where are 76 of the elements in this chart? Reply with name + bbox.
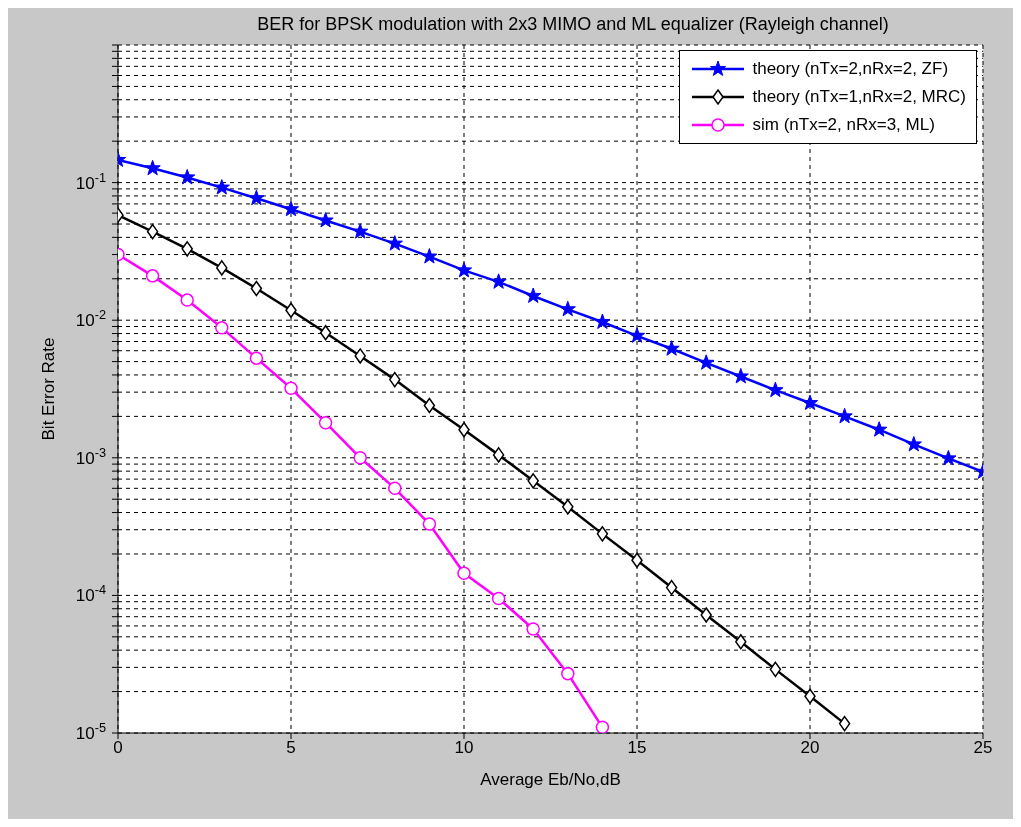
point — [491, 591, 506, 606]
point — [836, 407, 853, 424]
point — [561, 666, 575, 681]
point — [663, 340, 680, 356]
point — [458, 421, 470, 438]
y-tick-label: 10$^{-3}$ — [75, 444, 106, 468]
point — [698, 354, 715, 370]
point — [804, 688, 816, 704]
point — [250, 280, 263, 297]
point — [490, 273, 507, 289]
legend-label: sim (nTx=2, nRx=3, ML) — [752, 115, 935, 135]
point — [596, 526, 609, 542]
point — [179, 168, 196, 185]
point — [700, 607, 712, 623]
point — [527, 473, 539, 489]
point — [732, 367, 749, 384]
y-tick-label: 10$^{-2}$ — [75, 306, 106, 331]
point — [735, 634, 747, 650]
point — [421, 248, 438, 264]
point — [525, 287, 542, 303]
point — [457, 566, 471, 580]
point — [249, 351, 264, 365]
point — [285, 302, 297, 319]
x-tick-label: 25 — [973, 738, 993, 758]
point — [838, 715, 851, 732]
point — [389, 371, 401, 388]
point — [282, 200, 300, 217]
point — [248, 189, 265, 206]
point — [492, 447, 505, 463]
point — [354, 348, 366, 364]
point — [216, 260, 228, 276]
point — [905, 435, 922, 452]
point — [769, 661, 782, 678]
point — [628, 327, 646, 343]
point — [631, 552, 643, 569]
point — [352, 223, 369, 239]
point — [767, 381, 784, 398]
x-tick-label: 10 — [454, 738, 474, 758]
point — [319, 325, 332, 341]
point — [388, 481, 402, 496]
point — [526, 622, 540, 636]
point — [180, 293, 194, 307]
point — [318, 415, 333, 430]
y-tick-label: 10$^{-5}$ — [75, 719, 106, 743]
point — [801, 394, 819, 411]
point — [181, 241, 193, 257]
chart-title: BER for BPSK modulation with 2x3 MIMO and ML equalizer (Rayleigh channel) — [256, 14, 890, 35]
point — [386, 235, 403, 251]
point — [595, 720, 610, 733]
point — [213, 179, 230, 195]
point — [455, 261, 473, 278]
x-tick-label: 5 — [286, 738, 296, 758]
legend-label: theory (nTx=1,nRx=2, MRC) — [752, 87, 966, 107]
y-axis-title: Bit Error Rate — [39, 337, 59, 441]
y-tick-label: 10$^{-1}$ — [75, 169, 106, 193]
point — [422, 517, 437, 531]
point — [665, 579, 678, 596]
point — [144, 159, 161, 176]
x-tick-label: 0 — [113, 738, 123, 758]
point — [559, 300, 576, 317]
point — [353, 451, 367, 465]
y-tick-label: 10$^{-4}$ — [75, 581, 106, 606]
point — [317, 212, 334, 228]
point — [146, 223, 159, 240]
point — [871, 421, 888, 437]
x-tick-label: 20 — [800, 738, 820, 758]
point — [284, 381, 298, 396]
legend-label: theory (nTx=2,nRx=2, ZF) — [752, 59, 949, 79]
point — [940, 449, 957, 466]
x-axis-title: Average Eb/No,dB — [480, 770, 621, 789]
point — [423, 397, 436, 414]
x-tick-label: 15 — [627, 738, 647, 758]
point — [215, 321, 229, 335]
point — [145, 269, 160, 283]
point — [594, 313, 611, 329]
point — [562, 499, 574, 515]
